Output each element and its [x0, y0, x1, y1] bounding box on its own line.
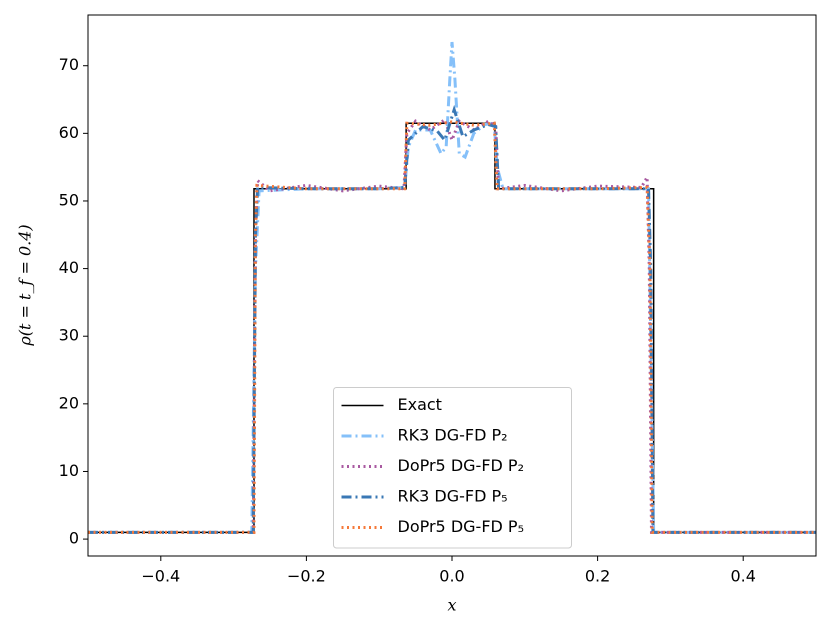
legend-label: DoPr5 DG-FD P₂: [398, 456, 524, 475]
x-axis-label: x: [447, 596, 456, 615]
x-tick-label: −0.4: [141, 567, 180, 586]
y-tick-label: 10: [59, 461, 79, 480]
line-series: [88, 120, 816, 534]
legend-label: RK3 DG-FD P₂: [398, 426, 508, 445]
y-axis-label: ρ(t = t_f = 0.4): [16, 224, 35, 346]
legend-label: Exact: [398, 395, 442, 414]
plot-frame: [87, 14, 817, 557]
x-tick-label: 0.2: [585, 567, 610, 586]
x-tick-label: 0.0: [439, 567, 464, 586]
y-tick-label: 20: [59, 393, 79, 412]
y-tick-label: 0: [69, 529, 79, 548]
x-tick-label: 0.4: [730, 567, 755, 586]
legend-label: DoPr5 DG-FD P₅: [398, 517, 524, 536]
y-tick-label: 30: [59, 326, 79, 345]
y-tick-label: 70: [59, 55, 79, 74]
y-tick-label: 40: [59, 258, 79, 277]
y-tick-label: 50: [59, 190, 79, 209]
x-tick-label: −0.2: [287, 567, 326, 586]
legend-label: RK3 DG-FD P₅: [398, 487, 508, 506]
y-tick-label: 60: [59, 123, 79, 142]
legend-box: [333, 387, 572, 549]
